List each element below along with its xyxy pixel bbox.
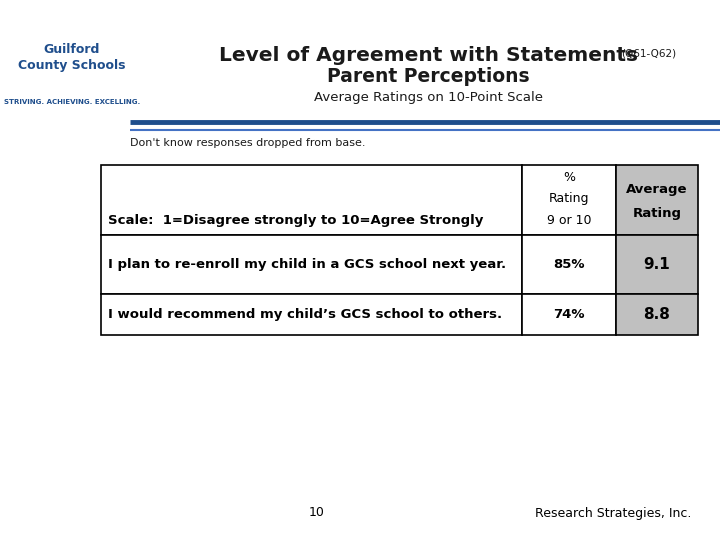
Bar	[616, 294, 698, 335]
Bar	[522, 235, 616, 294]
Text: Research Strategies, Inc.: Research Strategies, Inc.	[535, 507, 691, 519]
Bar	[616, 235, 698, 294]
Text: Rating: Rating	[632, 207, 682, 220]
Text: 9 or 10: 9 or 10	[546, 214, 591, 227]
Text: 9.1: 9.1	[644, 257, 670, 272]
Text: STRIVING. ACHIEVING. EXCELLING.: STRIVING. ACHIEVING. EXCELLING.	[4, 99, 140, 105]
Bar	[101, 294, 522, 335]
Bar	[522, 294, 616, 335]
Text: (Q61-Q62): (Q61-Q62)	[621, 49, 676, 59]
Text: Rating: Rating	[549, 192, 589, 205]
Text: Average: Average	[626, 183, 688, 195]
Text: 85%: 85%	[553, 258, 585, 271]
Bar	[101, 235, 522, 294]
Bar	[616, 165, 698, 235]
Text: Guilford
County Schools: Guilford County Schools	[18, 43, 126, 72]
Text: I plan to re-enroll my child in a GCS school next year.: I plan to re-enroll my child in a GCS sc…	[108, 258, 506, 271]
Text: 8.8: 8.8	[644, 307, 670, 322]
Bar	[101, 165, 522, 235]
Text: Average Ratings on 10-Point Scale: Average Ratings on 10-Point Scale	[314, 91, 543, 104]
Text: Level of Agreement with Statements: Level of Agreement with Statements	[219, 46, 638, 65]
Text: 10: 10	[309, 507, 325, 519]
Text: I would recommend my child’s GCS school to others.: I would recommend my child’s GCS school …	[108, 308, 502, 321]
Text: Don't know responses dropped from base.: Don't know responses dropped from base.	[130, 138, 365, 148]
Text: Parent Perceptions: Parent Perceptions	[327, 67, 530, 86]
Text: Scale:  1=Disagree strongly to 10=Agree Strongly: Scale: 1=Disagree strongly to 10=Agree S…	[108, 214, 483, 227]
Text: 74%: 74%	[553, 308, 585, 321]
Text: %: %	[563, 171, 575, 184]
Bar	[522, 165, 616, 235]
